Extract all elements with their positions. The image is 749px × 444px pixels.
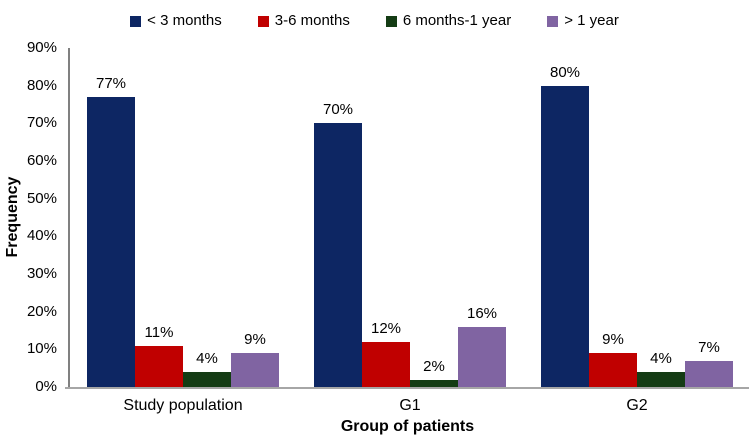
y-tick-label: 10%	[26, 340, 57, 358]
bar-value-label: 80%	[549, 63, 581, 81]
bar: 77%	[87, 76, 135, 387]
y-tick-label: 60%	[26, 152, 57, 169]
legend-item: 3-6 months	[257, 12, 350, 30]
y-tick-label: 20%	[26, 302, 57, 320]
y-tick-label: 80%	[26, 76, 57, 94]
bar: 80%	[541, 64, 589, 387]
bar: 4%	[183, 350, 231, 387]
y-tick-label: 70%	[26, 114, 57, 132]
category-label: G1	[399, 397, 421, 414]
bar: 2%	[410, 358, 458, 387]
bar-value-label: 4%	[196, 349, 218, 367]
bar: 7%	[685, 339, 733, 387]
legend-item: > 1 year	[547, 12, 619, 30]
legend-item: < 3 months	[130, 12, 222, 30]
bar-value-label: 7%	[698, 338, 720, 356]
category-label: G2	[626, 397, 648, 414]
bar-value-label: 77%	[95, 75, 127, 92]
y-tick-label: 0%	[35, 378, 57, 395]
legend-label: 6 months-1 year	[402, 12, 512, 29]
x-axis-title: Group of patients	[340, 418, 475, 435]
bar: 70%	[314, 102, 362, 387]
bar: 9%	[589, 332, 637, 387]
bar-value-label: 2%	[423, 357, 445, 375]
bar-value-label: 12%	[370, 319, 402, 337]
y-axis-line	[68, 48, 70, 387]
bar: 4%	[637, 350, 685, 387]
bar-value-label: 9%	[602, 331, 624, 349]
bar: 11%	[135, 324, 183, 387]
bar-group: 70% 12% 2% 16%	[314, 102, 506, 387]
plot-area: 0% 10% 20% 30% 40% 50% 60% 70% 80% 90% 77% 11% 4% 9% S…	[27, 39, 749, 414]
legend-swatch-icon	[547, 15, 559, 27]
y-tick-label: 40%	[26, 227, 57, 245]
bar-value-label: 70%	[322, 101, 354, 119]
y-tick-label: 30%	[26, 265, 57, 282]
legend-item: 6 months-1 year	[385, 12, 512, 30]
legend-label: < 3 months	[147, 12, 222, 29]
bar-value-label: 11%	[144, 323, 174, 341]
y-axis-title: Frequency	[4, 176, 21, 258]
bar-group: 80% 9% 4% 7%	[541, 64, 733, 387]
bar-value-label: 9%	[244, 331, 266, 349]
category-label: Study population	[123, 397, 243, 414]
legend-swatch-icon	[385, 15, 397, 27]
legend-swatch-icon	[130, 15, 142, 27]
legend-label: > 1 year	[564, 12, 619, 29]
bar-value-label: 16%	[466, 304, 498, 322]
chart-legend: < 3 months 3-6 months 6 months-1 year > 1 y…	[0, 12, 749, 30]
bar: 12%	[362, 320, 410, 387]
bar: 16%	[458, 305, 506, 387]
bar: 9%	[231, 332, 279, 387]
bar-group: 77% 11% 4% 9%	[87, 76, 279, 387]
bar-value-label: 4%	[650, 349, 672, 367]
y-tick-label: 50%	[26, 189, 57, 207]
legend-label: 3-6 months	[274, 12, 350, 29]
y-tick-label: 90%	[26, 39, 57, 56]
legend-swatch-icon	[257, 15, 269, 27]
x-axis-line	[65, 387, 749, 389]
